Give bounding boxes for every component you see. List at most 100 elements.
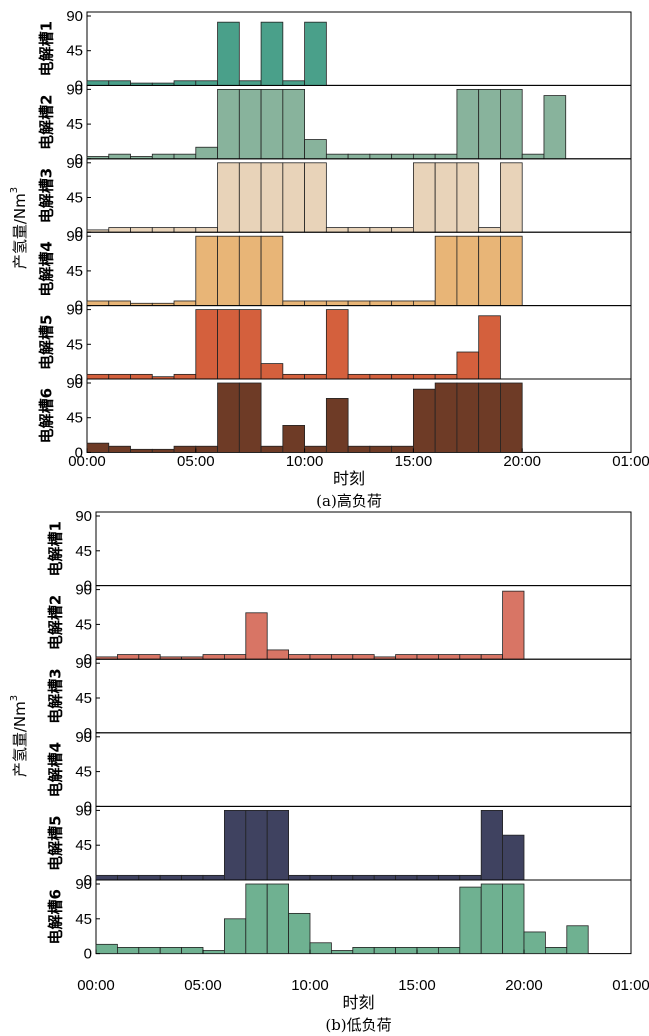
chart1-panel-2-bar-11 [304,139,327,160]
chart2-panel-6-bar-19 [480,883,504,954]
chart2-panel-5-bar-18 [459,874,482,881]
chart1-panel-5-bar-11 [304,373,327,380]
chart1-xtick-label-3: 10:00 [286,453,324,470]
chart2-panel-4-ytick-label-1: 0 [84,798,92,815]
chart2-y-axis-label-superscript: 3 [9,695,20,701]
chart1-panel-5-bar-12 [325,309,349,380]
chart1-panel-1-bar-6 [195,80,218,86]
chart2-panel-5-bar-16 [416,874,439,881]
chart1-y-axis-label-text: 产氢量/Nm [11,193,29,269]
chart2-panel-6-bar-22 [545,947,568,954]
chart1-panel-4-bar-18 [456,235,480,306]
chart1-panel-3-bar-3 [130,227,153,233]
chart1-panel-6-bar-16 [412,388,436,453]
chart1-panel-2-bar-8 [238,89,262,160]
chart2-panel-6-bar-1 [95,943,118,955]
chart2-panel-6-bar-12 [330,950,354,955]
chart1-xtick-label-4: 15:00 [395,453,433,470]
chart1-panel-5-bar-17 [434,373,458,380]
chart1-panel-3-bar-13 [347,227,371,233]
chart1-panel-5-bar-6 [195,309,218,380]
chart2-panel-2-bar-19 [480,654,504,660]
chart1-panel-3-bar-8 [238,162,262,233]
chart1-panel-3-label: 电解槽3 [38,168,56,223]
chart1-panel-4-bar-12 [325,300,349,307]
chart2-panel-5-bar-6 [202,874,225,881]
chart1-panel-6-bar-12 [325,398,349,453]
chart1-y-axis-label: 产氢量/Nm3 [9,187,29,269]
chart1-panel-5-bar-13 [347,373,371,380]
chart1-panel-4-bar-6 [195,235,218,306]
chart2-panel-6-bar-18 [459,886,482,955]
chart1-panel-5-bar-9 [260,363,284,380]
chart1-panel-5-bar-5 [173,373,197,380]
chart1-panel-5-bar-16 [412,373,436,380]
chart1-panel-5-bar-18 [456,351,480,380]
chart2-panel-6-bar-4 [159,947,182,954]
chart1-y-axis-label-superscript: 3 [9,187,20,193]
chart1-panel-1-bar-8 [238,80,262,86]
chart2-panel-5-ytick-label-2: 45 [75,837,92,854]
chart1-panel-3-bar-10 [282,162,305,233]
chart1-panel-2-bar-15 [391,153,414,160]
chart2-panel-4-frame [95,732,632,807]
chart1-panel-3-bar-9 [260,162,284,233]
chart2-panel-1-frame [95,511,632,587]
chart2-panel-6-bar-14 [373,947,397,954]
chart1-panel-6-bar-17 [434,382,458,453]
chart1-panel-5-bar-8 [238,309,262,380]
chart1-panel-2-label: 电解槽2 [38,94,56,149]
chart1-panel-6-bar-5 [173,445,197,453]
chart2-xtick-label-6: 01:00 [612,977,649,994]
chart2-panel-5-bar-20 [502,834,525,881]
chart1-panel-4-bar-19 [478,235,501,306]
chart1-panel-6-bar-8 [238,382,262,453]
chart1-panel-5-bar-3 [130,373,153,380]
chart2-panel-6-bar-23 [566,925,589,955]
chart1-panel-6-bar-6 [195,445,218,453]
chart1-panel-5-bar-15 [391,373,414,380]
chart2-xtick-label-1: 00:00 [77,977,115,994]
chart2-panel-6-frame [95,879,632,955]
chart2-panel-5-bar-17 [437,874,461,881]
chart2-panel-2-bar-12 [330,654,354,660]
chart1-panel-3-bar-12 [325,227,349,233]
chart1-panel-3-bar-14 [369,227,393,233]
chart2-panel-2-bar-13 [352,654,375,660]
chart2-panel-6-ytick-label-2: 45 [75,911,92,928]
chart2-panel-4-label: 电解槽4 [47,742,65,797]
chart1-panel-2-ytick-label-2: 45 [66,116,83,133]
chart2-panel-5-bar-7 [223,810,247,881]
chart2-xtick-label-4: 15:00 [398,977,436,994]
chart1-panel-1-ytick-label-3: 90 [66,8,83,25]
chart1-panel-3-bar-11 [304,162,327,233]
chart1-panel-6-bar-2 [108,445,131,453]
chart1-panel-4-bar-14 [369,300,393,307]
chart1-panel-3-frame [86,158,632,233]
chart1-panel-2-ytick-label-3: 90 [66,81,83,98]
chart1-panel-1-bar-9 [260,21,284,86]
chart1-panel-3-ytick-label-1: 0 [75,224,83,241]
chart1-panel-2-bar-10 [282,89,305,160]
chart2-panel-6-ytick-label-3: 90 [75,876,92,893]
chart2-panel-5-bar-1 [95,874,118,881]
chart1-panel-6-bar-13 [347,445,371,453]
chart2-panel-5-bar-19 [480,810,504,881]
chart1-panel-2-bar-4 [151,153,175,160]
chart1-panel-1-bar-11 [304,21,327,86]
chart1-panel-2-bar-19 [478,89,501,160]
chart1-panel-1-bar-2 [108,80,131,86]
chart1-panel-3-bar-18 [456,162,480,233]
chart2-panel-2-ytick-label-1: 0 [84,651,92,668]
chart2-panel-3-frame [95,658,632,734]
chart2-x-axis-label: 时刻 [342,993,374,1012]
chart2-panel-5-bar-14 [373,874,397,881]
chart1-panel-2-bar-5 [173,153,197,160]
chart2-panel-2-bar-10 [288,654,311,660]
chart1-panel-6-bar-20 [500,382,523,453]
chart2-y-axis-label-text: 产氢量/Nm [11,701,29,777]
chart1-panel-6-frame [86,378,632,453]
chart1-panel-6-label: 电解槽6 [38,388,56,443]
chart2-panel-5-bar-12 [330,874,354,881]
chart1-panel-3-bar-19 [478,227,501,233]
